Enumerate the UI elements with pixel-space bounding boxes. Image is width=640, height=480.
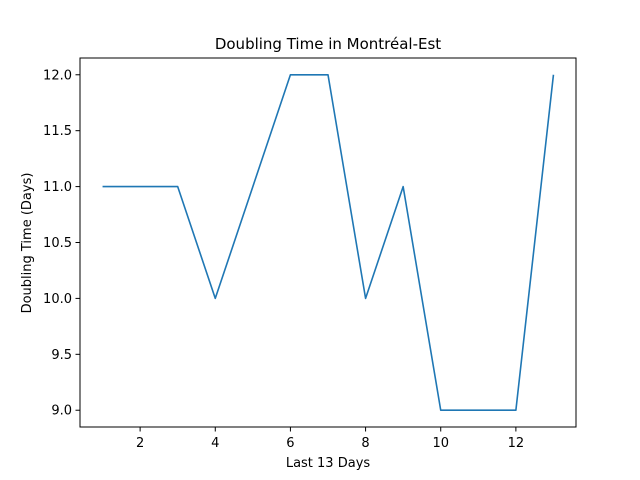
y-tick-label: 9.0 — [51, 404, 72, 419]
x-axis-label: Last 13 Days — [286, 456, 371, 471]
x-tick-label: 10 — [432, 436, 449, 451]
series-group — [102, 73, 555, 412]
y-tick-label: 11.5 — [43, 124, 72, 139]
x-tick-label: 8 — [361, 436, 369, 451]
y-tick-label: 10.5 — [43, 236, 72, 251]
y-tick-label: 10.0 — [43, 292, 72, 307]
x-tick-label: 6 — [286, 436, 294, 451]
chart-title: Doubling Time in Montréal-Est — [215, 35, 441, 53]
x-tick-label: 2 — [136, 436, 144, 451]
y-tick-label: 11.0 — [43, 180, 72, 195]
x-tick-label: 12 — [508, 436, 525, 451]
y-axis-ticks: 9.0 9.5 10.0 10.5 11.0 11.5 12.0 — [43, 68, 80, 419]
y-tick-label: 12.0 — [43, 68, 72, 83]
plot-frame — [79, 57, 577, 428]
x-tick-label: 4 — [211, 436, 219, 451]
x-axis-ticks: 2 4 6 8 10 12 — [136, 427, 524, 451]
y-tick-label: 9.5 — [51, 348, 72, 363]
y-axis-label: Doubling Time (Days) — [20, 173, 35, 314]
